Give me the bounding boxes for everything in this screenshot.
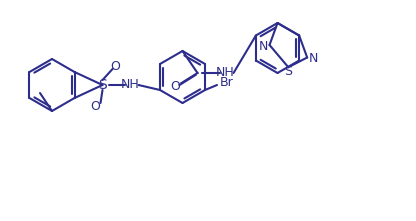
Text: NH: NH [216,67,235,80]
Text: N: N [259,40,268,53]
Text: O: O [111,59,121,72]
Text: O: O [91,101,100,114]
Text: Br: Br [220,76,234,90]
Text: S: S [285,65,292,78]
Text: O: O [171,80,181,93]
Text: NH: NH [121,78,140,91]
Text: N: N [309,52,318,65]
Text: S: S [98,78,107,92]
